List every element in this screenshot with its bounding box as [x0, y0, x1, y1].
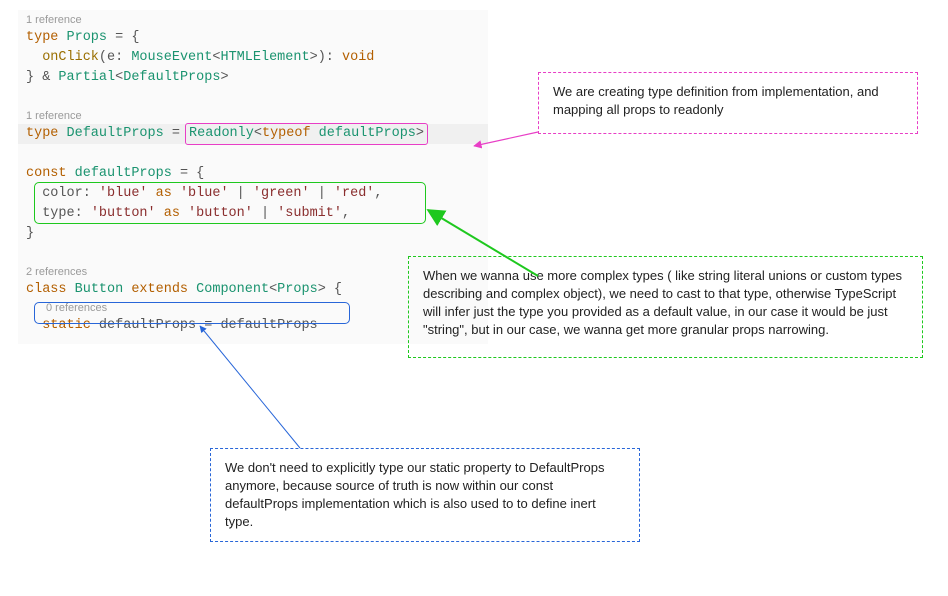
callout-cast-types: When we wanna use more complex types ( l…	[408, 256, 923, 358]
reference-count: 1 reference	[18, 12, 488, 28]
arrow-blue	[200, 326, 300, 448]
callout-readonly: We are creating type definition from imp…	[538, 72, 918, 134]
code-line: type Props = {	[18, 28, 488, 48]
blank-line	[18, 144, 488, 164]
code-line: }	[18, 224, 488, 244]
code-line: const defaultProps = {	[18, 164, 488, 184]
highlight-static-default-props	[34, 302, 350, 324]
code-line-default-props-type: type DefaultProps = Readonly<typeof defa…	[18, 124, 488, 144]
highlight-readonly-typeof: Readonly<typeof defaultProps>	[185, 123, 428, 145]
blank-line	[18, 88, 488, 108]
code-line: onClick(e: MouseEvent<HTMLElement>): voi…	[18, 48, 488, 68]
callout-static-source-of-truth: We don't need to explicitly type our sta…	[210, 448, 640, 542]
highlight-default-props-object	[34, 182, 426, 224]
reference-count: 1 reference	[18, 108, 488, 124]
code-line: } & Partial<DefaultProps>	[18, 68, 488, 88]
